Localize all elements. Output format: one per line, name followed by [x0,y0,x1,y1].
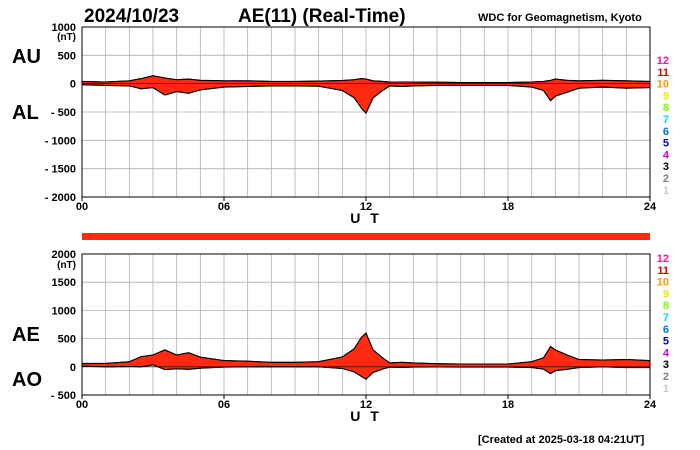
legend-station-4: 4 [663,347,670,359]
lower-series-label: AL [12,102,39,124]
series-area-fill [81,332,651,380]
legend-station-5: 5 [663,336,669,348]
y-tick-label: 500 [58,334,76,346]
y-unit-label: (nT) [57,32,76,43]
y-tick-label: 500 [58,50,76,62]
au-al-panel: 1000 500 0 - 500 - 1000 - 1500 - 2000 (nT) 00 06 1… [12,22,657,226]
date-title: 2024/10/23 [84,6,179,27]
legend-station-10: 10 [657,277,669,289]
x-tick-label: 06 [218,399,230,411]
legend-station-6: 6 [663,126,669,138]
legend-station-8: 8 [663,102,669,114]
y-tick-label: 1000 [52,22,76,34]
legend-station-11: 11 [657,67,669,79]
y-tick-label: 0 [70,362,76,374]
x-tick-label: 12 [360,399,372,411]
series-line-al [81,84,651,115]
upper-series-label: AE [12,324,40,346]
series-line-ao [81,364,650,380]
lower-series-label: AO [12,369,42,391]
legend-station-12: 12 [657,55,669,67]
legend-station-10: 10 [657,79,669,91]
x-tick-label: 18 [502,399,514,411]
ae-ao-panel: 2000 1500 1000 500 0 - 500 (nT) 00 06 12 18 24 U T AE… [12,249,657,424]
legend-station-9: 9 [663,90,669,102]
legend-station-4: 4 [663,149,670,161]
y-tick-label: 0 [70,79,76,91]
legend-station-11: 11 [657,265,669,277]
legend-station-7: 7 [663,114,669,126]
series-line-ae [82,332,651,365]
legend-station-6: 6 [663,324,669,336]
x-axis-label: U T [350,210,382,226]
y-tick-label: - 500 [51,390,76,402]
y-tick-label: 1500 [52,277,76,289]
y-tick-label: - 2000 [45,192,76,204]
panel-divider-bar [82,233,650,240]
y-tick-label: - 1000 [45,135,76,147]
y-tick-label: - 1500 [45,164,76,176]
legend-station-3: 3 [663,161,669,173]
series-line-au [81,75,651,84]
legend-station-3: 3 [663,359,669,371]
legend-station-9: 9 [663,288,669,300]
index-title: AE(11) (Real-Time) [238,6,406,27]
legend-station-2: 2 [663,371,669,383]
upper-series-label: AU [12,46,41,68]
created-timestamp: [Created at 2025-03-18 04:21UT] [478,434,645,446]
legend-station-2: 2 [663,173,669,185]
institution-label: WDC for Geomagnetism, Kyoto [478,12,642,24]
legend-station-7: 7 [663,312,669,324]
x-tick-label: 06 [218,201,230,213]
x-tick-label: 24 [644,399,657,411]
x-tick-label: 00 [76,201,88,213]
x-tick-label: 18 [502,201,514,213]
x-tick-label: 24 [644,201,657,213]
legend-station-12: 12 [657,253,669,265]
y-unit-label: (nT) [57,260,76,271]
legend-station-1: 1 [663,185,669,197]
legend-station-8: 8 [663,300,669,312]
legend-station-5: 5 [663,138,669,150]
y-tick-label: 2000 [52,249,76,261]
legend-station-1: 1 [663,383,669,395]
x-axis-label: U T [350,408,382,424]
y-tick-label: - 500 [51,107,76,119]
x-tick-label: 12 [360,201,372,213]
x-tick-label: 00 [76,399,88,411]
y-tick-label: 1000 [52,305,76,317]
